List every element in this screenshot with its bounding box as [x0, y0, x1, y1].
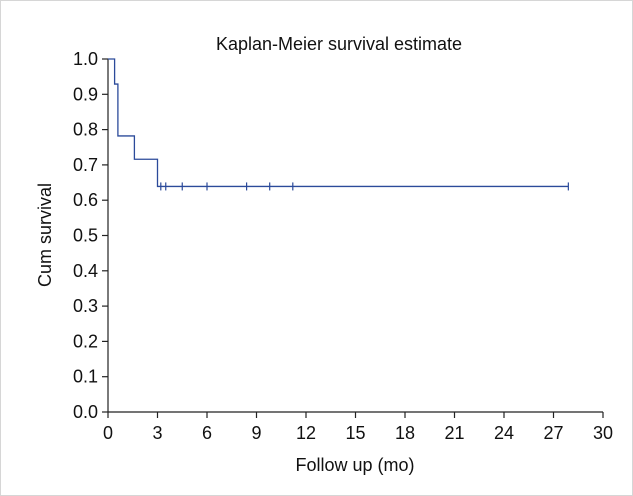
x-tick-label: 18	[395, 423, 415, 443]
x-tick-label: 21	[444, 423, 464, 443]
x-tick-label: 9	[251, 423, 261, 443]
censor-marks	[160, 182, 569, 191]
y-tick-label: 0.3	[73, 296, 98, 316]
chart-title: Kaplan-Meier survival estimate	[216, 34, 462, 54]
x-tick-label: 6	[202, 423, 212, 443]
x-ticks: 0 3 6 9 12 15 18 21 24 27 30	[103, 412, 613, 443]
y-tick-label: 0.6	[73, 190, 98, 210]
y-tick-label: 0.1	[73, 367, 98, 387]
y-tick-label: 0.8	[73, 120, 98, 140]
x-tick-label: 3	[152, 423, 162, 443]
x-tick-label: 24	[494, 423, 514, 443]
x-axis-title: Follow up (mo)	[295, 455, 414, 475]
y-tick-label: 0.9	[73, 84, 98, 104]
x-tick-label: 30	[593, 423, 613, 443]
y-tick-label: 1.0	[73, 49, 98, 69]
y-tick-label: 0.0	[73, 402, 98, 422]
x-tick-label: 12	[296, 423, 316, 443]
y-ticks: 0.0 0.1 0.2 0.3 0.4 0.5 0.6 0.7 0.8 0.9 1.0	[73, 49, 108, 422]
y-tick-label: 0.5	[73, 226, 98, 246]
y-tick-label: 0.7	[73, 155, 98, 175]
plot-axes	[107, 59, 603, 413]
x-tick-label: 0	[103, 423, 113, 443]
y-tick-label: 0.4	[73, 261, 98, 281]
x-tick-label: 15	[345, 423, 365, 443]
survival-curve	[108, 58, 569, 188]
x-tick-label: 27	[543, 423, 563, 443]
y-axis-title: Cum survival	[35, 183, 55, 287]
y-tick-label: 0.2	[73, 331, 98, 351]
